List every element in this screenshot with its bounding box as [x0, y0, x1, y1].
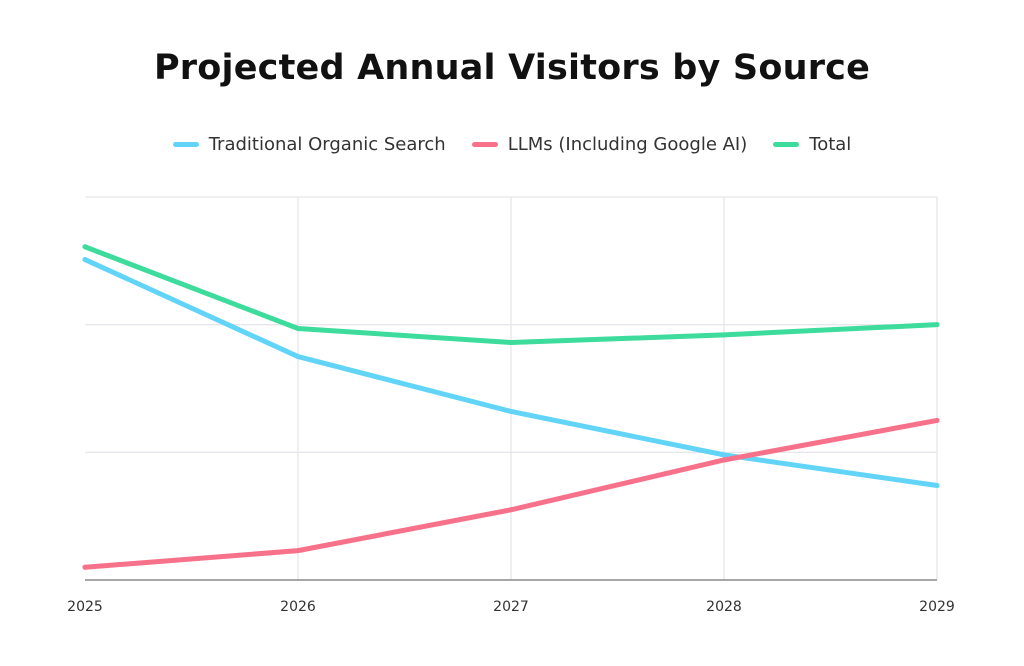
data-point: [934, 322, 940, 328]
legend: Traditional Organic Search LLMs (Includi…: [0, 134, 1024, 155]
legend-item-traditional[interactable]: Traditional Organic Search: [172, 134, 446, 155]
legend-label: Traditional Organic Search: [208, 134, 446, 155]
legend-swatch: [773, 142, 800, 147]
legend-item-llms[interactable]: LLMs (Including Google AI): [471, 134, 748, 155]
chart-title: Projected Annual Visitors by Source: [153, 48, 871, 88]
data-point: [82, 257, 88, 263]
data-point: [82, 244, 88, 250]
data-point: [295, 354, 301, 360]
data-point: [82, 564, 88, 570]
data-point: [721, 452, 727, 458]
data-point: [508, 408, 514, 414]
x-tick-label: 2026: [280, 599, 316, 615]
data-point: [934, 483, 940, 489]
x-tick-label: 2029: [919, 599, 955, 615]
data-point: [295, 548, 301, 554]
x-tick-label: 2028: [706, 599, 742, 615]
data-point: [508, 507, 514, 513]
data-point: [295, 325, 301, 331]
data-point: [934, 417, 940, 423]
data-point: [508, 340, 514, 346]
legend-label: Total: [809, 134, 852, 155]
legend-swatch: [172, 142, 199, 147]
legend-item-total[interactable]: Total: [773, 134, 851, 155]
data-point: [721, 332, 727, 338]
x-tick-label: 2025: [67, 599, 103, 615]
legend-swatch: [471, 142, 498, 147]
legend-label: LLMs (Including Google AI): [507, 134, 748, 155]
x-tick-label: 2027: [493, 599, 529, 615]
data-point: [721, 457, 727, 463]
